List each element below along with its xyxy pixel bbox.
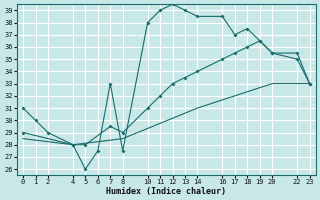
X-axis label: Humidex (Indice chaleur): Humidex (Indice chaleur) xyxy=(106,187,226,196)
